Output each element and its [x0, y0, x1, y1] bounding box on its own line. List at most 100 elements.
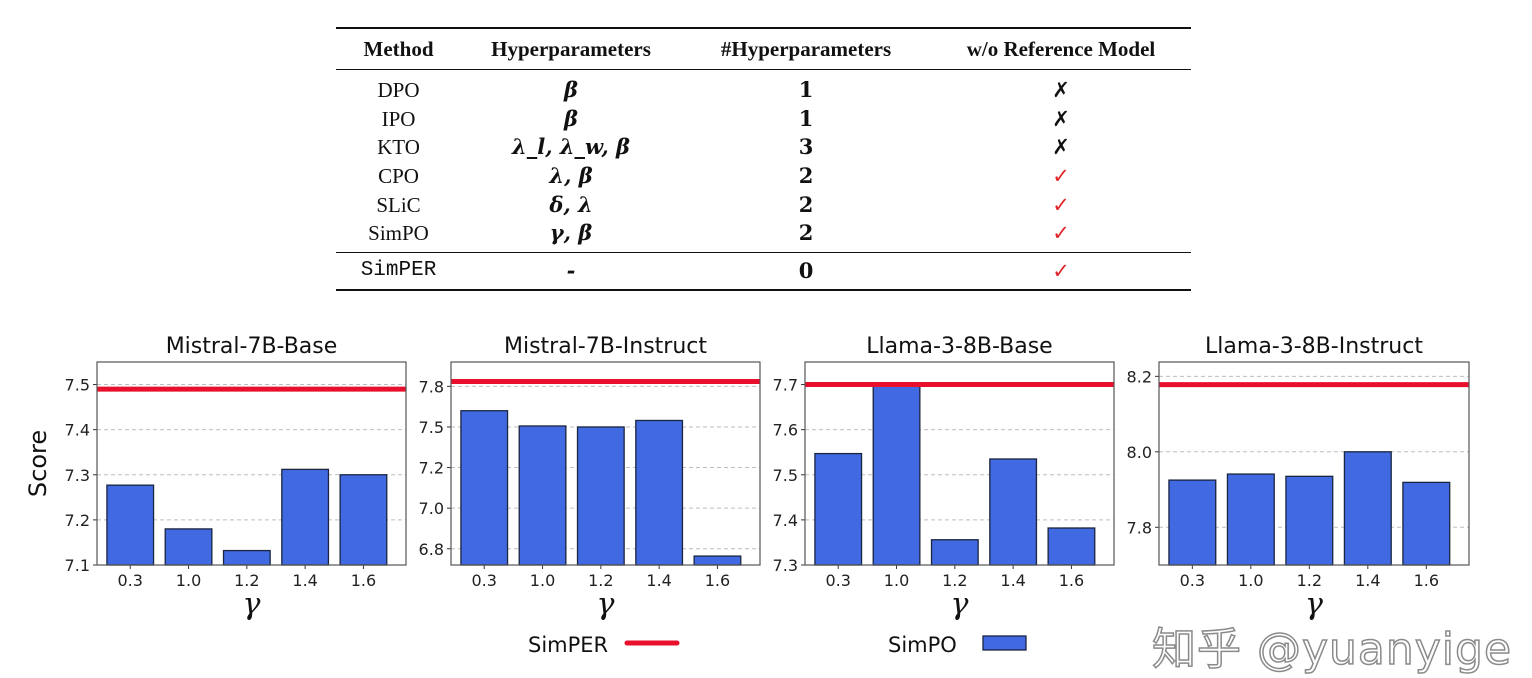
x-axis-label: γ: [951, 587, 969, 622]
hyperparameters-cell: γ, β: [549, 220, 593, 246]
legend-simpo-label: SimPO: [888, 633, 957, 657]
count-cell: 2: [798, 163, 814, 189]
count-cell: 2: [798, 220, 814, 246]
cross-icon: ✗: [1052, 78, 1070, 103]
bar-0.3: [1168, 479, 1217, 566]
x-tick-label: 1.4: [1355, 571, 1380, 590]
x-tick-label: 0.3: [118, 571, 143, 590]
x-tick-label: 1.0: [176, 571, 201, 590]
x-tick-label: 1.4: [1000, 571, 1025, 590]
cross-icon: ✗: [1052, 135, 1070, 160]
axes-frame: [96, 361, 407, 566]
watermark: 知乎 @yuanyige: [1151, 624, 1513, 675]
y-tick-label: 7.3: [773, 556, 798, 575]
bar-1.4: [635, 419, 684, 566]
x-tick-label: 1.0: [1238, 571, 1263, 590]
table-row: SimPO γ, β 2 ✓: [336, 219, 1191, 252]
chart-3: 7.8 8.0 8.2 0.3 1.0 1.2 1.4 1.6 Llama-3-8B-Instr…: [1127, 334, 1470, 622]
table-row: IPO β 1 ✗: [336, 105, 1191, 134]
x-tick-label: 0.3: [472, 571, 497, 590]
x-tick-label: 0.3: [826, 571, 851, 590]
method-cell: KTO: [377, 135, 420, 160]
x-tick-label: 1.2: [942, 571, 967, 590]
bar-0.3: [460, 410, 509, 566]
header-without-reference: w/o Reference Model: [931, 27, 1191, 70]
table-row: KTO λ_l, λ_w, β 3 ✗: [336, 133, 1191, 162]
hyperparameters-cell: β: [564, 77, 578, 103]
hyperparameters-cell: -: [461, 251, 681, 291]
check-icon: ✓: [1052, 164, 1070, 189]
x-tick-label: 1.4: [646, 571, 671, 590]
y-tick-label: 8.2: [1127, 367, 1152, 386]
hyperparameter-comparison-table: Method Hyperparameters #Hyperparameters …: [336, 27, 1191, 291]
y-tick-label: 7.5: [65, 376, 90, 395]
bar-1.6: [339, 474, 388, 566]
y-tick-label: 7.1: [65, 556, 90, 575]
table-row: SLiC δ, λ 2 ✓: [336, 190, 1191, 219]
x-tick-label: 0.3: [1180, 571, 1205, 590]
bar-1.2: [930, 539, 979, 566]
hyperparameters-cell: δ, λ: [549, 191, 593, 217]
bar-1.4: [1343, 451, 1392, 566]
y-tick-label: 7.4: [773, 511, 798, 530]
bar-1.6: [1047, 527, 1096, 566]
x-tick-label: 1.6: [1414, 571, 1439, 590]
bar-1.6: [1402, 481, 1451, 566]
method-cell: SimPER: [336, 251, 461, 291]
chart-title: Mistral-7B-Instruct: [504, 334, 707, 359]
bar-1.2: [576, 426, 625, 566]
bar-1.4: [281, 468, 330, 566]
axes-frame: [450, 361, 761, 566]
bar-1.6: [693, 555, 742, 566]
chart-title: Llama-3-8B-Base: [866, 334, 1052, 359]
bar-1.2: [1285, 475, 1334, 566]
bar-1.2: [222, 549, 271, 566]
method-cell: SLiC: [376, 192, 421, 217]
check-icon: ✓: [931, 251, 1191, 291]
x-tick-label: 1.4: [292, 571, 317, 590]
table-header-row: Method Hyperparameters #Hyperparameters …: [336, 27, 1191, 70]
legend-simpo-swatch: [982, 635, 1027, 651]
chart-1: 6.8 7.0 7.2 7.5 7.8 0.3 1.0 1.2 1.4 1.6 Mistral-7B…: [419, 334, 761, 622]
check-icon: ✓: [1052, 221, 1070, 246]
header-num-hyperparameters: #Hyperparameters: [681, 27, 931, 70]
method-cell: SimPO: [368, 221, 429, 246]
bar-0.3: [106, 484, 155, 566]
x-tick-label: 1.6: [705, 571, 730, 590]
y-tick-label: 7.7: [773, 376, 798, 395]
x-tick-label: 1.6: [1059, 571, 1084, 590]
count-cell: 1: [798, 105, 814, 131]
y-tick-label: 7.2: [65, 511, 90, 530]
header-method: Method: [336, 27, 461, 70]
legend-simper-label: SimPER: [528, 633, 608, 657]
check-icon: ✓: [1052, 192, 1070, 217]
y-tick-label: 7.5: [773, 466, 798, 485]
method-cell: DPO: [377, 78, 420, 103]
method-cell: IPO: [381, 106, 416, 131]
count-cell: 1: [798, 77, 814, 103]
x-tick-label: 1.2: [234, 571, 259, 590]
y-tick-label: 7.0: [419, 499, 444, 518]
bar-1.0: [518, 425, 567, 566]
x-axis-label: γ: [1305, 587, 1323, 622]
y-tick-label: 6.8: [419, 540, 444, 559]
bar-1.0: [164, 528, 213, 566]
y-tick-label: 7.3: [65, 466, 90, 485]
hyperparameters-cell: λ, β: [549, 163, 593, 189]
y-tick-label: 7.5: [419, 418, 444, 437]
hyperparameters-cell: λ_l, λ_w, β: [512, 134, 630, 160]
hyperparameters-cell: β: [564, 105, 578, 131]
x-axis-label: γ: [597, 587, 615, 622]
y-tick-label: 7.2: [419, 459, 444, 478]
bar-1.0: [872, 383, 921, 566]
bar-1.0: [1226, 473, 1275, 566]
count-cell: 3: [798, 134, 814, 160]
count-cell: 2: [798, 191, 814, 217]
header-hyperparameters: Hyperparameters: [461, 27, 681, 70]
table-row: DPO β 1 ✗: [336, 70, 1191, 105]
method-cell: CPO: [378, 164, 419, 189]
x-tick-label: 1.2: [1297, 571, 1322, 590]
chart-2: 7.3 7.4 7.5 7.6 7.7 0.3 1.0 1.2 1.4 1.6 Llama-3-8B…: [773, 334, 1115, 622]
x-tick-label: 1.0: [530, 571, 555, 590]
y-tick-label: 7.6: [773, 421, 798, 440]
